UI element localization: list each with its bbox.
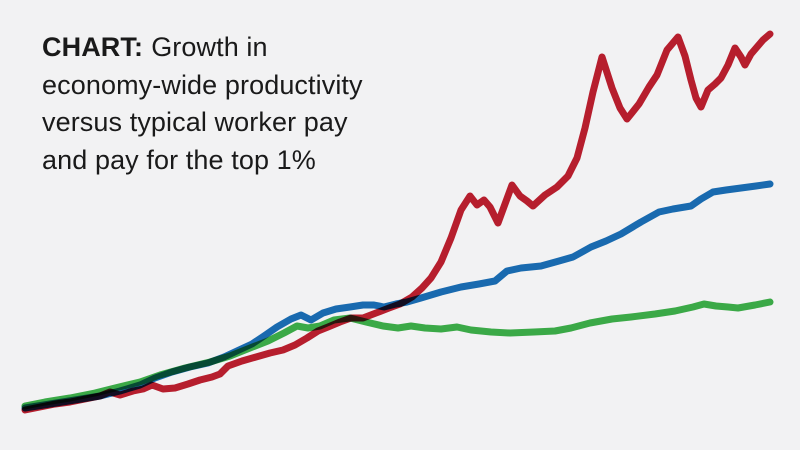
series-lines-group xyxy=(21,30,774,414)
chart-title-line: versus typical worker pay xyxy=(42,107,348,137)
chart-title-text: Growth in xyxy=(151,32,268,62)
chart-title-line: and pay for the top 1% xyxy=(42,144,316,175)
series-line-top-1-percent-pay xyxy=(21,30,774,414)
chart-title-line: CHART: Growth in xyxy=(42,29,402,67)
series-line-productivity xyxy=(21,180,774,412)
chart-title-prefix: CHART: xyxy=(42,32,144,62)
chart-title: CHART: Growth in economy-wide productivit… xyxy=(42,29,402,179)
chart-title-line: economy-wide productivity xyxy=(42,69,363,100)
